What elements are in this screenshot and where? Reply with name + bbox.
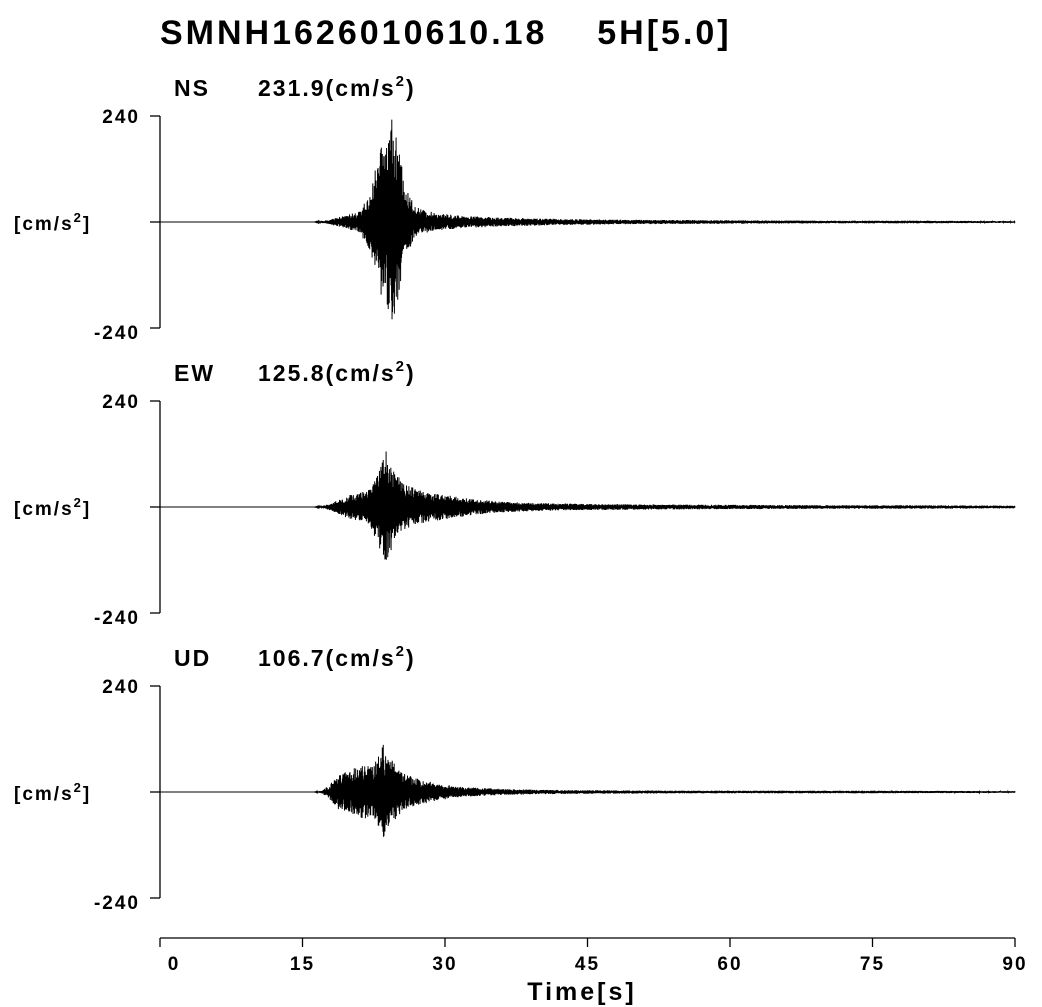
panel-ns-peak-label: 231.9(cm/s2) bbox=[258, 73, 416, 101]
panel-ud-waveform bbox=[160, 744, 1016, 837]
panel-ud-component: UD bbox=[174, 645, 211, 671]
chart-title: SMNH1626010610.18 5H[5.0] bbox=[160, 14, 732, 52]
panel-ew-peak-label: 125.8(cm/s2) bbox=[258, 358, 416, 386]
x-tick-label: 60 bbox=[717, 954, 742, 975]
panel-ns-ytick-bottom-label: -240 bbox=[94, 323, 140, 344]
x-tick-label: 90 bbox=[1002, 954, 1027, 975]
x-tick-label: 45 bbox=[575, 954, 600, 975]
panel-ud-unit-label: [cm/s2] bbox=[14, 780, 91, 805]
x-tick-label: 75 bbox=[860, 954, 885, 975]
x-axis: 0 15 30 45 60 75 90 Time[s] bbox=[159, 937, 1027, 1006]
panel-ew-component: EW bbox=[174, 360, 215, 386]
panel-ns-unit-label: [cm/s2] bbox=[14, 210, 91, 235]
x-tick-label: 0 bbox=[168, 954, 181, 975]
panel-ew-ytick-top-label: 240 bbox=[102, 392, 140, 413]
x-axis-label: Time[s] bbox=[527, 978, 636, 1006]
panel-ud-ytick-top-label: 240 bbox=[102, 677, 140, 698]
panel-ns-component: NS bbox=[174, 75, 210, 101]
panel-ns-waveform bbox=[160, 119, 1016, 320]
x-axis-ticks: 0 15 30 45 60 75 90 bbox=[159, 938, 1027, 975]
panel-ud-peak-label: 106.7(cm/s2) bbox=[258, 643, 416, 671]
panel-ns-ytick-top-label: 240 bbox=[102, 107, 140, 128]
panel-ud: UD 106.7(cm/s2) 240 -240 [cm/s2] bbox=[14, 643, 1016, 914]
panel-ew-waveform bbox=[160, 451, 1016, 560]
x-tick-label: 30 bbox=[432, 954, 457, 975]
x-tick-label: 15 bbox=[290, 954, 315, 975]
panel-ew: EW 125.8(cm/s2) 240 -240 [cm/s2] bbox=[14, 358, 1016, 629]
panel-ew-ytick-bottom-label: -240 bbox=[94, 608, 140, 629]
panel-ns: NS 231.9(cm/s2) 240 -240 [cm/s2] bbox=[14, 73, 1016, 344]
panel-ew-unit-label: [cm/s2] bbox=[14, 495, 91, 520]
panel-ud-ytick-bottom-label: -240 bbox=[94, 893, 140, 914]
